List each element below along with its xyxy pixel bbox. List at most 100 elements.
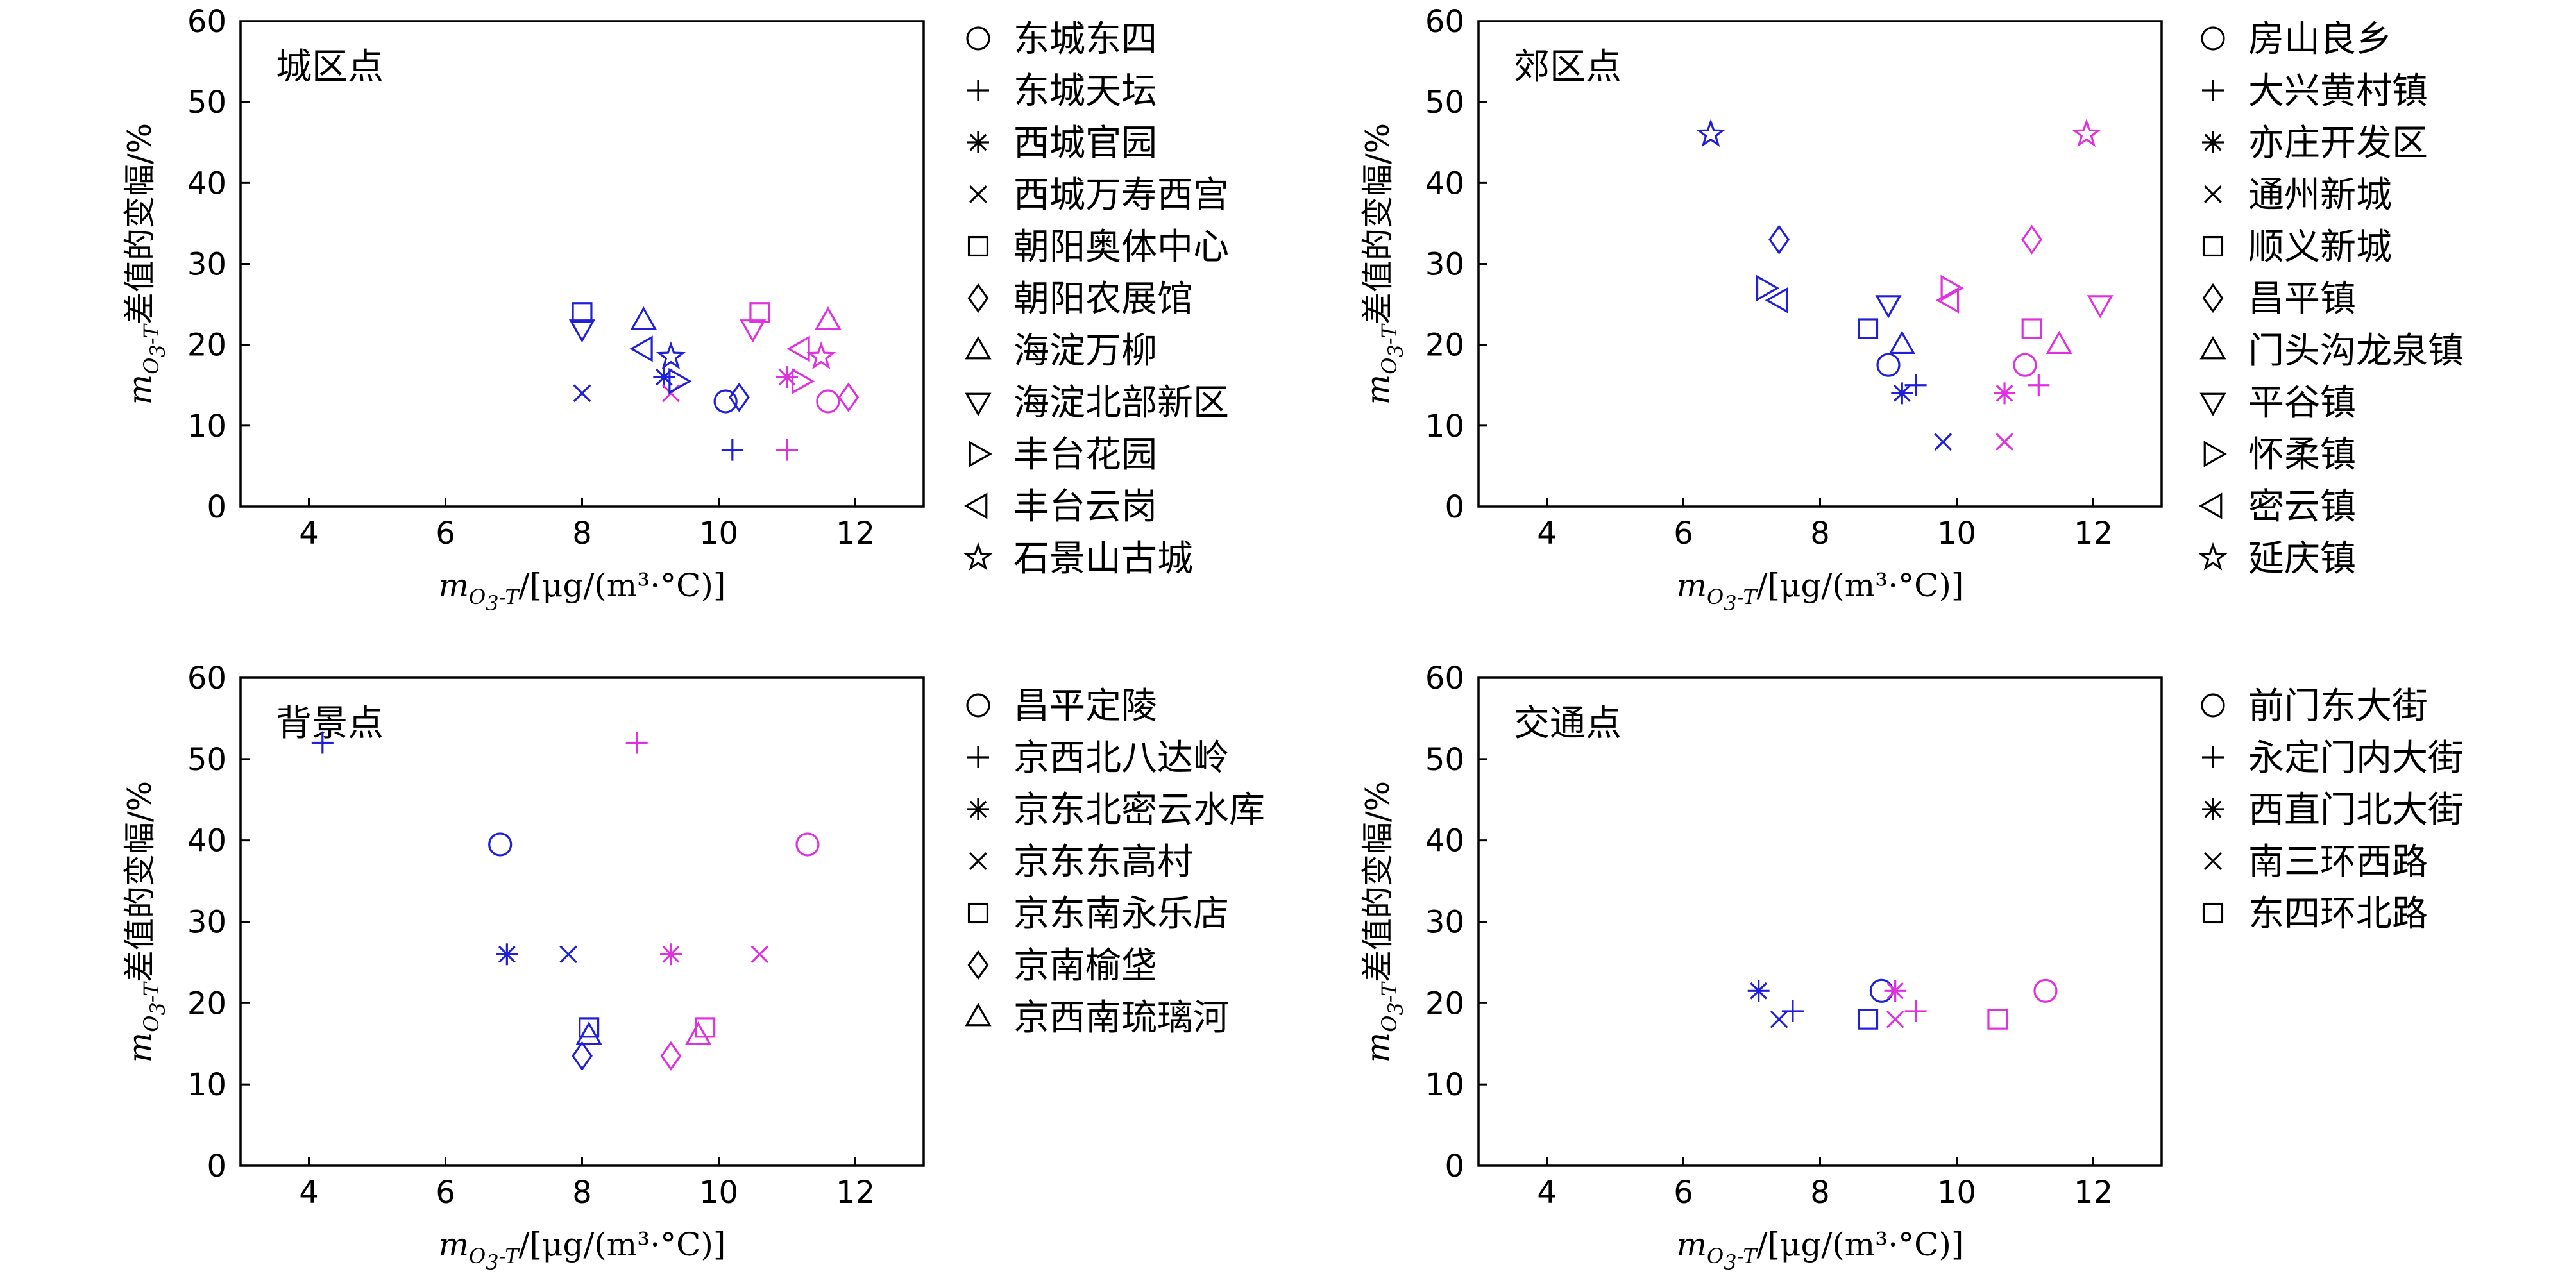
- plot-frame: [1477, 20, 2163, 508]
- legend-marker: [967, 283, 989, 314]
- x-axis-label: mO3-T/[μg/(m³·°C)]: [439, 567, 726, 616]
- legend-label: 东城东四: [1013, 19, 1157, 60]
- data-point: [795, 832, 820, 857]
- data-point: [815, 306, 842, 330]
- data-point: [2071, 119, 2101, 147]
- series-1: [713, 389, 840, 414]
- legend-item: 京南榆垡: [967, 945, 1157, 987]
- legend-marker: [969, 185, 987, 203]
- legend-item: 平谷镇: [2199, 382, 2356, 424]
- plot-frame: [239, 20, 925, 508]
- y-tick-label: 60: [1425, 660, 1464, 696]
- legend-item: 前门东大街: [2201, 685, 2428, 727]
- legend-item: 密云镇: [2199, 486, 2356, 528]
- data-point: [1935, 287, 1960, 314]
- data-point: [568, 319, 596, 343]
- series-8: [568, 319, 767, 343]
- data-point: [750, 945, 769, 964]
- series-7: [575, 1021, 712, 1045]
- legend-marker: [2204, 852, 2222, 870]
- y-axis-label: mO3-T差值的变幅/%: [1359, 123, 1408, 405]
- data-point: [488, 832, 513, 857]
- data-point: [572, 1041, 593, 1071]
- series-5: [1858, 318, 2042, 339]
- legend-label: 怀柔镇: [2248, 434, 2356, 476]
- legend-label: 通州新城: [2248, 174, 2392, 216]
- legend: 房山良乡大兴黄村镇亦庄开发区通州新城顺义新城昌平镇门头沟龙泉镇平谷镇怀柔镇密云镇…: [2198, 19, 2464, 580]
- x-tick-label: 10: [699, 1175, 738, 1211]
- legend-marker: [967, 950, 989, 980]
- x-axis-label: mO3-T/[μg/(m³·°C)]: [439, 1226, 726, 1275]
- legend-item: 京西北八达岭: [967, 737, 1229, 779]
- series-2: [1904, 374, 2050, 396]
- data-point: [575, 1021, 602, 1045]
- legend-item: 西城万寿西宫: [969, 174, 1229, 216]
- chart-title: 城区点: [276, 46, 384, 88]
- legend-item: 亦庄开发区: [2202, 122, 2428, 164]
- data-point: [2087, 295, 2114, 319]
- series-2: [1781, 1000, 1927, 1023]
- legend-label: 京东北密云水库: [1013, 789, 1265, 831]
- data-point: [740, 319, 767, 343]
- legend-label: 前门东大街: [2248, 685, 2428, 727]
- data-point: [653, 366, 675, 389]
- data-point: [1696, 119, 1726, 147]
- data-point: [1770, 1010, 1788, 1028]
- x-tick-label: 6: [436, 1175, 455, 1211]
- legend-marker: [965, 392, 992, 416]
- legend-marker: [2199, 492, 2223, 519]
- data-point: [1747, 980, 1770, 1002]
- legend-marker: [963, 542, 994, 571]
- chart-panel-1: 4 6 8 10 12 0 10 20 30 40 50 60 城区点 mO3-T/[μg/(m³·°C)…: [121, 4, 1229, 616]
- legend-label: 大兴黄村镇: [2248, 71, 2428, 112]
- y-tick-label: 30: [1425, 247, 1464, 283]
- series-4: [1934, 433, 2013, 451]
- data-point: [630, 306, 657, 330]
- legend-marker: [966, 693, 990, 718]
- y-tick-label: 0: [207, 489, 226, 525]
- y-axis-label: mO3-T差值的变幅/%: [121, 123, 170, 405]
- data-point: [1876, 353, 1901, 377]
- series-8: [1875, 295, 2114, 319]
- legend-marker: [2202, 80, 2224, 101]
- series-11: [1696, 119, 2101, 147]
- data-point: [1875, 295, 1902, 319]
- data-point: [2013, 353, 2037, 377]
- legend-marker: [965, 336, 992, 360]
- data-point: [1934, 433, 1953, 451]
- legend-label: 京东东高村: [1013, 841, 1193, 883]
- legend-item: 西直门北大街: [2202, 789, 2464, 831]
- chart-panel-3: 4 6 8 10 12 0 10 20 30 40 50 60 背景点 mO3-T/[μg/(m³·°C)…: [121, 660, 1265, 1275]
- chart-title: 背景点: [276, 703, 384, 744]
- legend-label: 朝阳奥体中心: [1013, 226, 1229, 268]
- series-11: [656, 341, 836, 370]
- data-point: [684, 1021, 712, 1045]
- legend-label: 丰台花园: [1013, 434, 1157, 476]
- y-tick-label: 20: [187, 328, 226, 364]
- legend-label: 海淀万柳: [1013, 330, 1157, 372]
- legend-item: 昌平镇: [2202, 278, 2356, 320]
- legend-item: 怀柔镇: [2203, 434, 2356, 476]
- data-point: [786, 335, 810, 362]
- data-point: [1904, 374, 1927, 396]
- data-point: [2021, 224, 2043, 255]
- data-point: [659, 943, 682, 966]
- series-5: [579, 1017, 716, 1038]
- y-axis-label: mO3-T差值的变幅/%: [1359, 781, 1408, 1062]
- data-point: [806, 341, 836, 370]
- legend-label: 京南榆垡: [1013, 945, 1157, 987]
- series-2: [311, 732, 648, 754]
- chart-panel-2: 4 6 8 10 12 0 10 20 30 40 50 60 郊区点 mO3-T/[μg/(m³·°C)…: [1359, 4, 2464, 616]
- x-tick-label: 6: [436, 516, 455, 551]
- legend-marker: [967, 80, 989, 101]
- legend-item: 顺义新城: [2202, 226, 2392, 268]
- legend-marker: [2202, 746, 2224, 768]
- series-3: [1891, 382, 2016, 405]
- series-1: [488, 832, 820, 857]
- plot-frame: [239, 676, 925, 1167]
- y-tick-label: 0: [207, 1148, 226, 1184]
- x-tick-label: 12: [836, 1175, 875, 1211]
- data-point: [791, 367, 815, 395]
